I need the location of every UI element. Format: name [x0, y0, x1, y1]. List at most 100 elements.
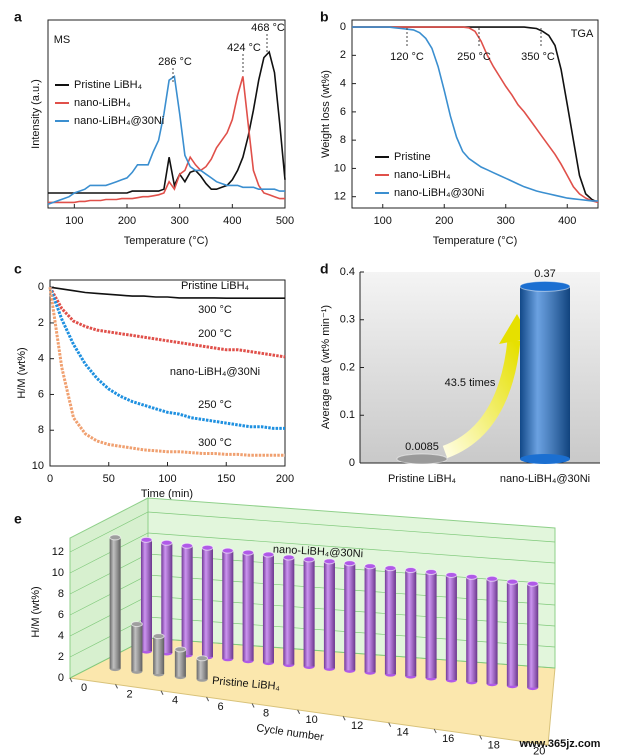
- y-tick-label: 2: [340, 49, 346, 61]
- annotation: Pristine LiBH₄: [181, 280, 250, 292]
- series-label: 250 °C: [198, 399, 232, 411]
- annotation: TGA: [571, 28, 594, 40]
- bar-shading: [486, 578, 498, 684]
- x-axis-label: Temperature (°C): [124, 235, 208, 247]
- bar-shading: [262, 554, 274, 663]
- bar-top: [519, 280, 571, 292]
- x-tick-label: 6: [218, 701, 224, 713]
- bar-shading: [520, 286, 570, 459]
- bar-shading: [109, 537, 121, 669]
- bar-top: [384, 565, 397, 572]
- bar-shading: [445, 574, 457, 680]
- bar-shading: [131, 624, 143, 672]
- x-tick-label: 100: [158, 473, 176, 485]
- panel-label: e: [14, 511, 22, 527]
- bar-shading: [405, 570, 417, 677]
- legend-label: nano-LiBH₄: [74, 97, 131, 109]
- series-line: [48, 76, 285, 204]
- y-tick-label: 10: [52, 567, 64, 579]
- x-tick: [433, 728, 437, 734]
- bar-top: [343, 560, 356, 567]
- series-label: 300 °C: [198, 304, 232, 316]
- annotation: 120 °C: [390, 51, 424, 63]
- bar-shading: [466, 576, 478, 682]
- x-tick-label: 14: [397, 727, 409, 739]
- y-tick-label: 10: [32, 460, 44, 472]
- bar-shading: [181, 545, 193, 655]
- y-axis-label: H/M (wt%): [16, 347, 28, 398]
- y-tick-label: 0: [349, 457, 355, 469]
- bar-shading: [344, 563, 356, 671]
- legend-label: nano-LiBH₄@30Ni: [74, 115, 164, 127]
- y-tick-label: 10: [334, 162, 346, 174]
- x-tick-label: 500: [276, 215, 294, 227]
- y-tick-label: 6: [340, 106, 346, 118]
- x-tick-label: 0: [81, 682, 87, 694]
- grid-line: [69, 511, 556, 553]
- y-tick-label: 12: [334, 191, 346, 203]
- x-tick-label: 10: [305, 714, 317, 726]
- bar-shading: [425, 571, 437, 679]
- bar-shading: [527, 583, 539, 688]
- annotation: 43.5 times: [445, 377, 496, 389]
- series-line: [49, 286, 285, 299]
- legend-label: Pristine LiBH₄: [74, 79, 143, 91]
- plot-frame: [47, 19, 286, 209]
- bar-shading: [222, 550, 234, 659]
- x-tick-label: 100: [374, 215, 392, 227]
- x-tick: [251, 703, 255, 708]
- bar-top: [364, 563, 377, 570]
- y-tick-label: 6: [58, 609, 64, 621]
- bar-top: [425, 568, 438, 575]
- x-tick: [115, 684, 118, 689]
- x-tick: [297, 709, 301, 715]
- bar-base: [520, 454, 570, 464]
- bar-top: [396, 453, 448, 465]
- annotation: nano-LiBH₄@30Ni: [170, 366, 260, 378]
- x-tick-label: 300: [170, 215, 188, 227]
- annotation: 350 °C: [521, 51, 555, 63]
- series-label: nano-LiBH₄@30Ni: [273, 544, 364, 561]
- bar-top: [486, 575, 499, 582]
- bar-shading: [364, 566, 376, 673]
- bar-top: [404, 567, 417, 574]
- bar-shading: [303, 559, 315, 667]
- bar-shading: [323, 561, 335, 669]
- bar-shading: [201, 547, 213, 657]
- annotation: 286 °C: [158, 56, 192, 68]
- x-tick-label: 150: [217, 473, 235, 485]
- series-line: [352, 26, 598, 202]
- x-tick: [160, 690, 164, 695]
- annotation: 424 °C: [227, 42, 261, 54]
- bar-top: [323, 558, 336, 565]
- panel-label: a: [14, 9, 22, 25]
- y-tick-label: 2: [38, 317, 44, 329]
- series-label: 200 °C: [198, 328, 232, 340]
- series-label: 300 °C: [198, 437, 232, 449]
- bar-shading: [153, 636, 165, 674]
- y-tick-label: 0: [38, 281, 44, 293]
- bar-top: [242, 549, 255, 556]
- y-tick-label: 4: [58, 630, 64, 642]
- x-tick: [524, 741, 528, 747]
- legend-label: nano-LiBH₄@30Ni: [394, 187, 484, 199]
- y-axis-label: H/M (wt%): [30, 586, 42, 637]
- bar-top: [282, 554, 295, 561]
- bar-top: [262, 551, 275, 558]
- bar-shading: [140, 539, 152, 652]
- value-label: 0.37: [534, 268, 555, 280]
- x-tick-label: 50: [103, 473, 115, 485]
- y-tick-label: 0: [340, 21, 346, 33]
- annotation: 250 °C: [457, 51, 491, 63]
- panel-label: b: [320, 9, 329, 25]
- bar-top: [140, 536, 153, 543]
- arrow: [442, 339, 521, 459]
- y-tick-label: 6: [38, 388, 44, 400]
- x-tick-label: 200: [118, 215, 136, 227]
- x-tick-label: 20: [533, 746, 545, 756]
- y-axis-label: Intensity (a.u.): [30, 79, 42, 149]
- bar-shading: [506, 581, 518, 686]
- x-tick-label: 200: [435, 215, 453, 227]
- y-tick-label: 0.3: [340, 314, 355, 326]
